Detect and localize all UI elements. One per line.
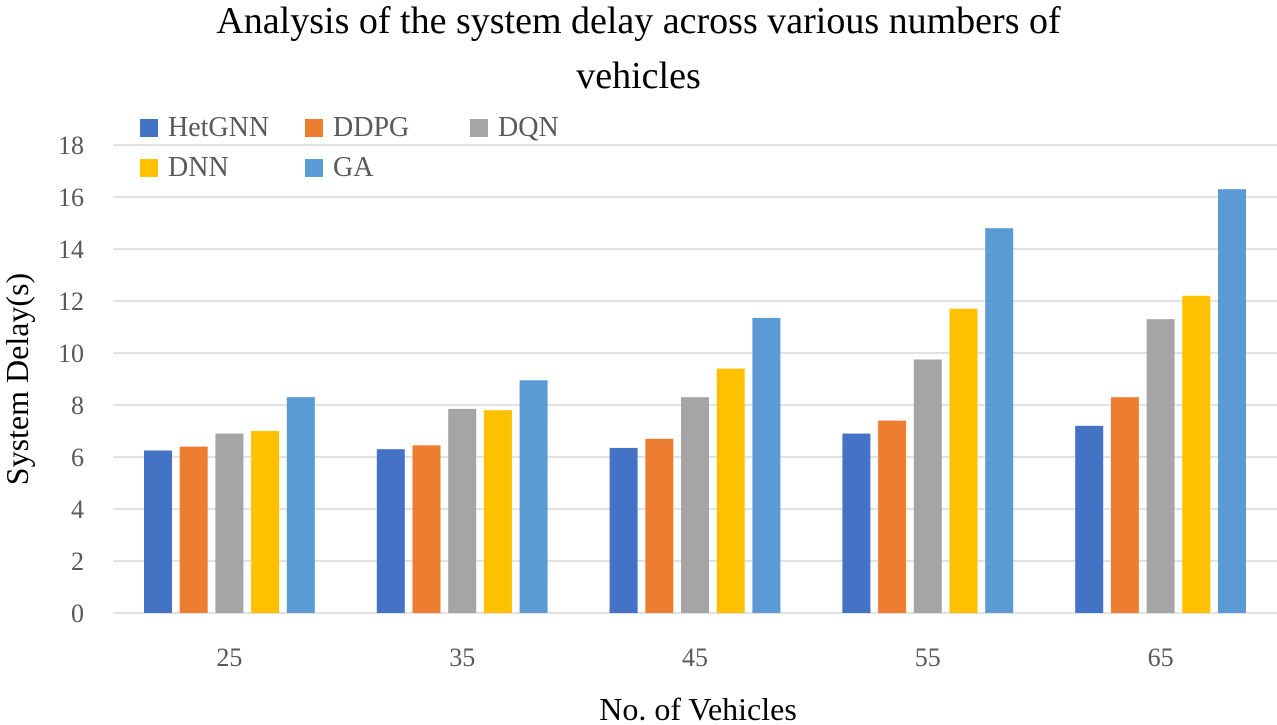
legend-label-ddpg: DDPG (333, 112, 410, 143)
bar-dnn-25 (251, 431, 280, 613)
bar-ga-35 (519, 380, 548, 613)
legend-label-hetgnn: HetGNN (168, 112, 270, 143)
legend-item-dqn: DQN (470, 114, 559, 142)
y-tick-label-8: 8 (71, 391, 84, 420)
bar-ga-55 (985, 228, 1014, 613)
legend-swatch-hetgnn (140, 119, 158, 137)
legend-swatch-dnn (140, 159, 158, 177)
y-tick-label-10: 10 (58, 339, 84, 368)
y-tick-label-6: 6 (71, 443, 84, 472)
y-tick-label-16: 16 (58, 183, 84, 212)
bar-dqn-35 (448, 408, 477, 613)
legend-item-ddpg: DDPG (305, 114, 409, 142)
x-tick-label-35: 35 (449, 643, 475, 672)
y-tick-label-4: 4 (71, 495, 84, 524)
legend-swatch-ga (305, 159, 323, 177)
y-tick-label-2: 2 (71, 547, 84, 576)
bar-hetgnn-55 (842, 433, 871, 613)
x-tick-label-65: 65 (1148, 643, 1174, 672)
bar-ga-45 (752, 317, 781, 613)
y-axis-title: System Delay(s) (0, 273, 35, 485)
bars (144, 189, 1246, 613)
bar-ga-25 (286, 397, 315, 613)
bar-hetgnn-45 (609, 447, 638, 613)
tick-labels: 0 2 4 6 8 10 12 14 16 18 25 35 45 55 65 (58, 131, 1174, 672)
bar-dqn-25 (215, 433, 244, 613)
chart-title-line-2: vehicles (576, 55, 701, 97)
bar-dqn-65 (1146, 319, 1175, 613)
bar-hetgnn-25 (144, 450, 172, 613)
bar-ddpg-35 (412, 445, 441, 613)
bar-dnn-55 (949, 308, 978, 613)
bar-dnn-35 (483, 410, 512, 613)
x-tick-label-45: 45 (682, 643, 708, 672)
legend-item-hetgnn: HetGNN (140, 114, 269, 142)
y-tick-label-14: 14 (58, 235, 84, 264)
legend-swatch-dqn (470, 119, 488, 137)
legend-label-dqn: DQN (498, 112, 559, 143)
x-tick-label-55: 55 (915, 643, 941, 672)
legend-item-dnn: DNN (140, 154, 229, 182)
bar-ddpg-65 (1110, 397, 1139, 613)
y-tick-label-18: 18 (58, 131, 84, 160)
y-tick-label-0: 0 (71, 599, 84, 628)
bar-hetgnn-65 (1075, 425, 1104, 613)
bar-ga-65 (1218, 189, 1246, 613)
chart-title-line-1: Analysis of the system delay across vari… (216, 0, 1061, 42)
x-tick-label-25: 25 (216, 643, 242, 672)
bar-dqn-55 (913, 359, 942, 613)
bar-dnn-45 (716, 368, 745, 613)
x-axis-title: No. of Vehicles (599, 691, 797, 725)
bar-ddpg-55 (878, 420, 907, 613)
legend-label-dnn: DNN (168, 152, 229, 183)
legend-label-ga: GA (333, 152, 374, 183)
y-tick-label-12: 12 (58, 287, 84, 316)
bar-dqn-45 (681, 397, 709, 613)
bar-ddpg-25 (179, 446, 208, 613)
bar-ddpg-45 (645, 438, 674, 613)
bar-dnn-65 (1182, 295, 1211, 613)
bar-hetgnn-35 (376, 449, 405, 613)
legend-swatch-ddpg (305, 119, 323, 137)
legend-item-ga: GA (305, 154, 373, 182)
